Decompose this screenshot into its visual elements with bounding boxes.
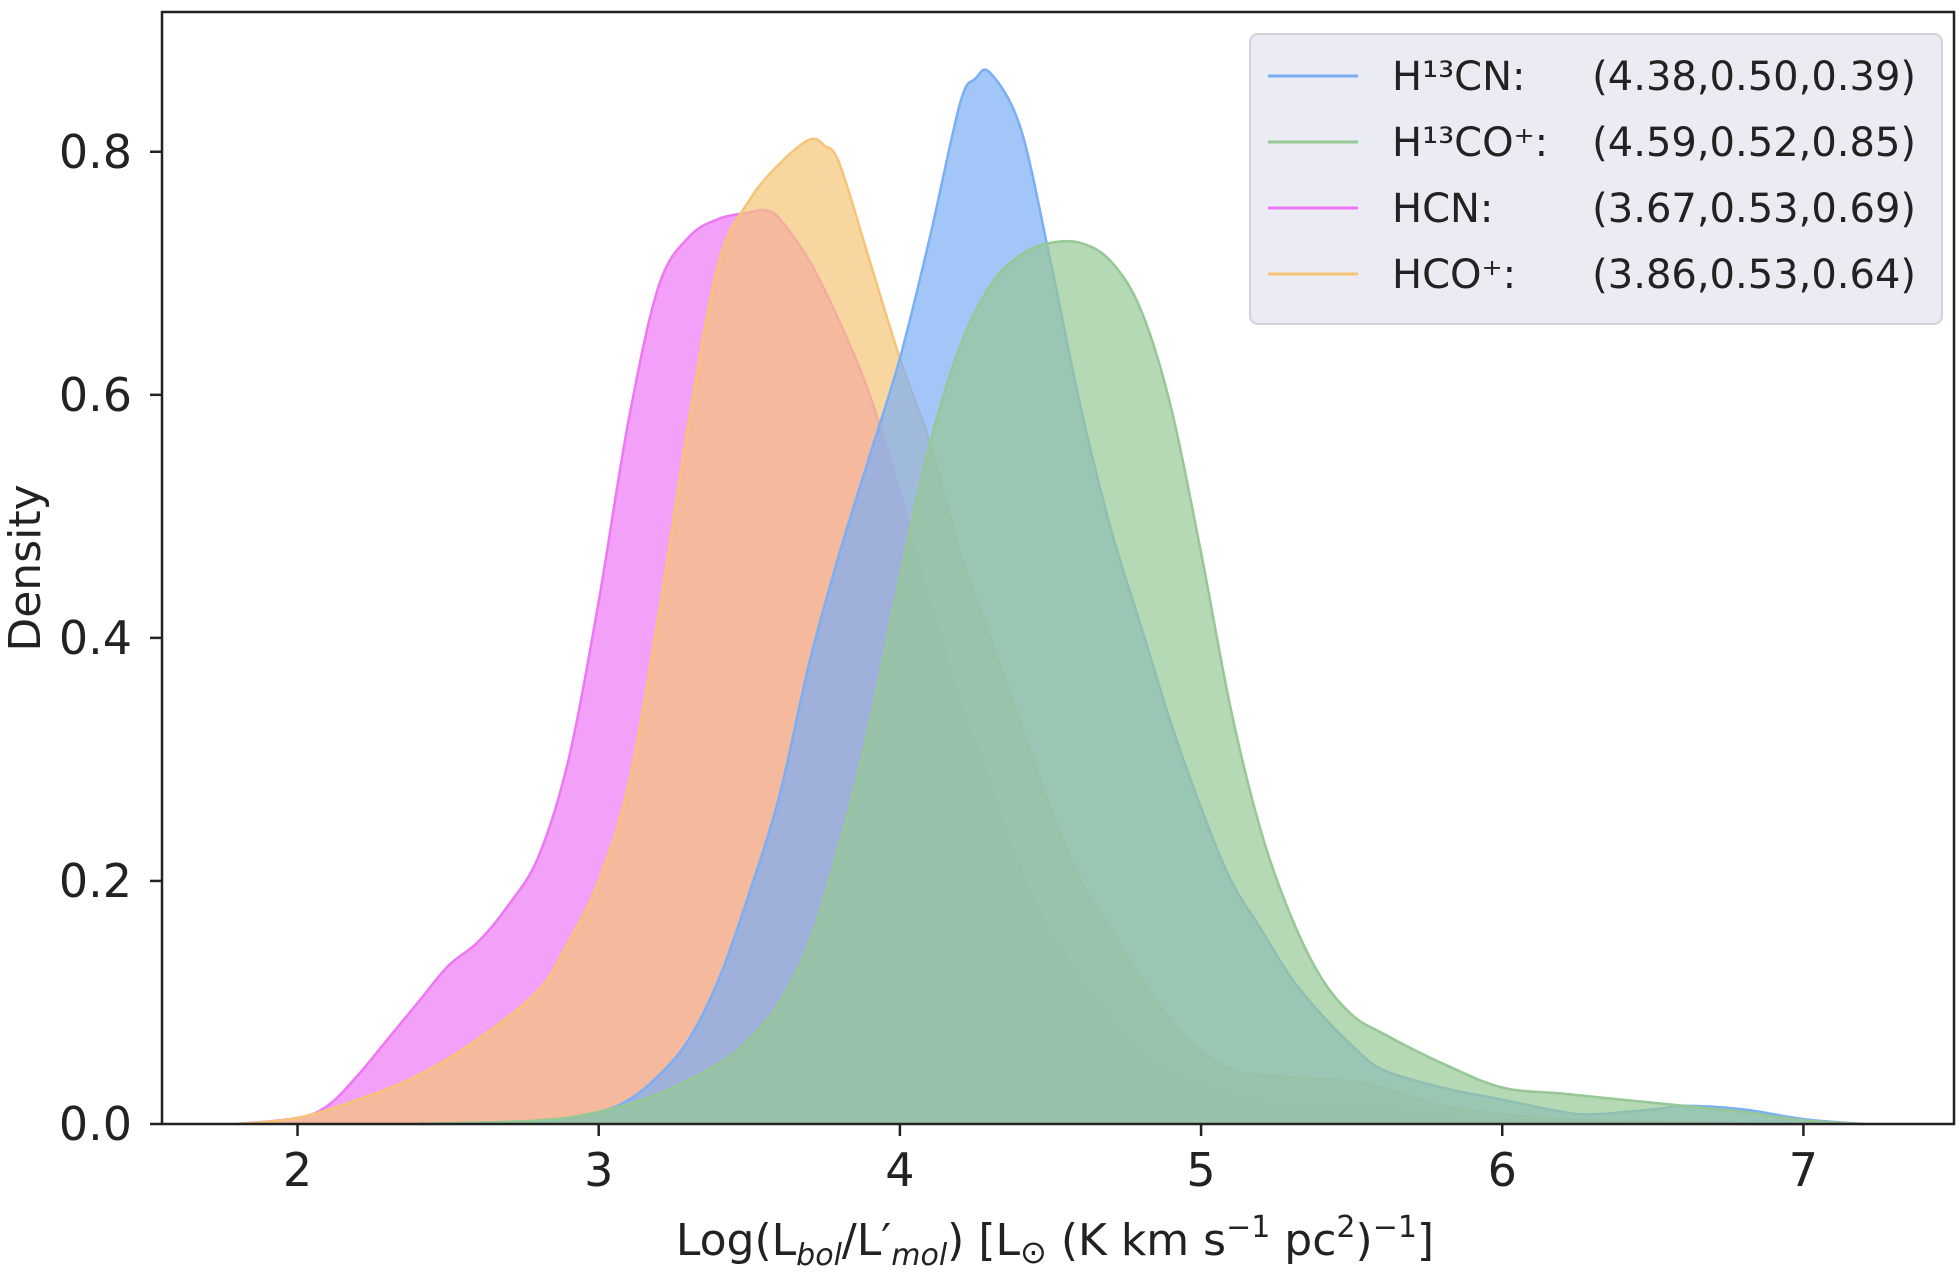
x-tick-label: 4 [885,1143,914,1197]
legend-stats-h-cn: (4.38,0.50,0.39) [1592,54,1916,100]
y-axis-ticks: 0.0 0.2 0.4 0.6 0.8 [59,125,162,1151]
x-tick-label: 6 [1488,1143,1517,1197]
legend-entries: H¹³CN: (4.38,0.50,0.39) H¹³CO⁺: (4.59,0.52,… [1268,54,1916,298]
legend: H¹³CN: (4.38,0.50,0.39) H¹³CO⁺: (4.59,0.52,… [1249,33,1943,325]
x-tick-label: 7 [1789,1143,1818,1197]
x-axis-ticks: 2 3 4 5 6 7 [283,1124,1818,1197]
x-tick-label: 2 [283,1143,312,1197]
legend-label-hco: HCO⁺: [1392,252,1516,298]
area-h-co [418,241,1864,1125]
legend-label-hcn: HCN: [1392,186,1493,232]
x-axis-title: Log(Lbol/L′mol) [L⊙ (K km s−1 pc2)−1] [676,1210,1434,1273]
legend-stats-hco: (3.86,0.53,0.64) [1592,252,1916,298]
y-axis-title: Density [0,484,51,651]
y-tick-label: 0.4 [59,611,132,665]
y-tick-label: 0.6 [59,368,132,422]
plot-frame [160,10,1956,1126]
legend-label-h-cn: H¹³CN: [1392,54,1525,100]
line-h-co [417,239,1864,1126]
legend-label-h-co: H¹³CO⁺: [1392,120,1548,166]
x-tick-label: 3 [584,1143,613,1197]
legend-stats-h-co: (4.59,0.52,0.85) [1592,120,1916,166]
legend-box [1249,33,1943,325]
density-areas [237,68,1864,1126]
y-tick-label: 0.2 [59,854,132,908]
area-h-cn [418,69,1864,1124]
y-tick-label: 0.8 [59,125,132,179]
y-tick-label: 0.0 [59,1097,132,1151]
legend-stats-hcn: (3.67,0.53,0.69) [1592,186,1916,232]
area-hco [237,138,1804,1125]
x-tick-label: 5 [1186,1143,1215,1197]
